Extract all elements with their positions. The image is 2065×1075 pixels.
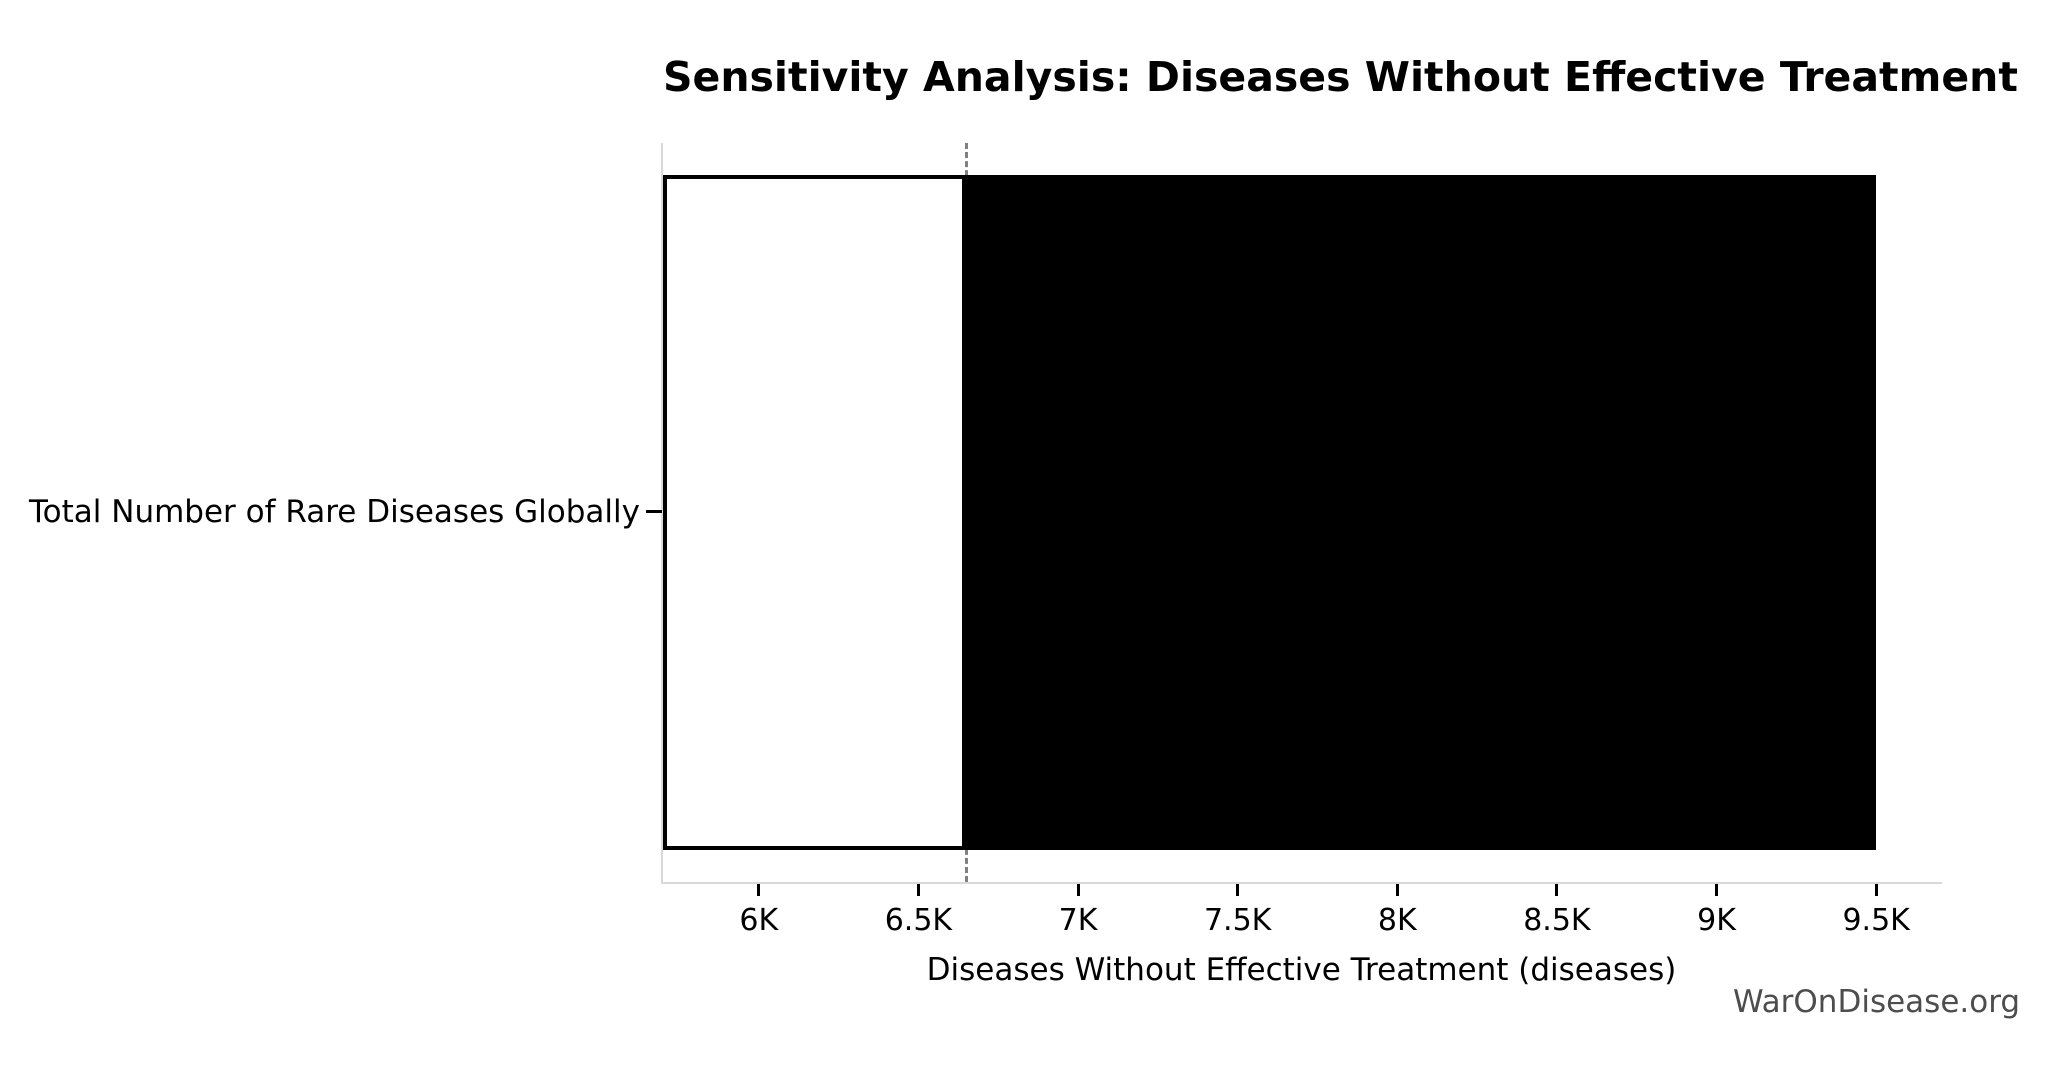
plot-area: 6K 6.5K 7K 7.5K 8K 8.5K 9K 9.5K <box>663 143 1940 938</box>
x-tick-label: 6K <box>739 903 779 938</box>
bar-high-segment <box>966 175 1877 850</box>
x-tick <box>1395 884 1399 896</box>
y-axis-category-label: Total Number of Rare Diseases Globally <box>29 494 640 530</box>
x-tick <box>1715 884 1719 896</box>
x-tick <box>757 884 761 896</box>
x-tick <box>1874 884 1878 896</box>
x-tick <box>1236 884 1240 896</box>
x-tick-label: 8K <box>1377 903 1417 938</box>
bar-low-segment <box>663 175 967 850</box>
x-tick <box>1076 884 1080 896</box>
chart-title: Sensitivity Analysis: Diseases Without E… <box>663 53 2018 101</box>
x-tick-label: 6.5K <box>884 903 953 938</box>
watermark: WarOnDisease.org <box>1733 984 2021 1020</box>
x-tick-label: 9.5K <box>1842 903 1910 938</box>
x-axis-spine <box>661 882 1942 884</box>
x-tick <box>916 884 920 896</box>
x-tick <box>1555 884 1559 896</box>
x-tick-label: 7.5K <box>1203 903 1272 938</box>
y-axis-spine <box>661 143 663 884</box>
x-axis-label: Diseases Without Effective Treatment (di… <box>926 952 1677 988</box>
x-tick-label: 7K <box>1058 903 1098 938</box>
x-tick-label: 9K <box>1697 903 1736 938</box>
y-axis-tick <box>646 510 662 513</box>
x-tick-label: 8.5K <box>1523 903 1591 938</box>
